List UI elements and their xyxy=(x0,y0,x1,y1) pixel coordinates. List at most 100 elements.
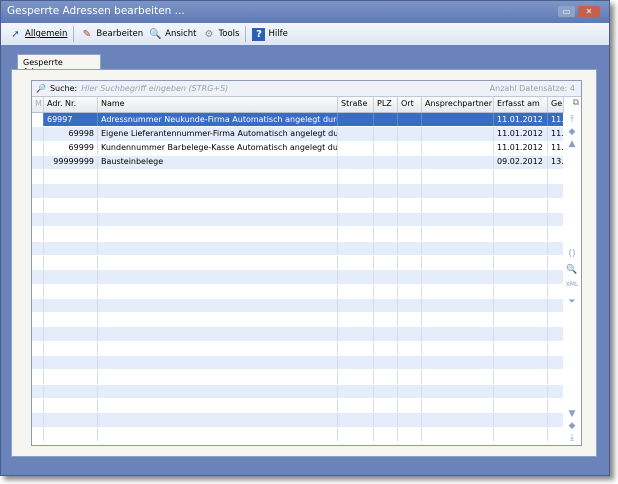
table-cell xyxy=(32,313,44,327)
table-cell xyxy=(44,341,98,356)
table-cell xyxy=(422,213,494,227)
table-row[interactable] xyxy=(32,227,564,242)
table-cell: 69997 xyxy=(44,113,98,127)
table-cell xyxy=(338,384,374,398)
table-cell xyxy=(548,356,564,370)
table-cell xyxy=(98,270,338,284)
table-cell xyxy=(494,213,548,227)
column-header[interactable]: Name xyxy=(98,97,338,112)
restore-button[interactable]: ▭ xyxy=(558,6,575,17)
column-header[interactable]: Erfasst am xyxy=(494,97,548,112)
arrow-icon: ➚ xyxy=(11,28,20,40)
tab-gesperrte-adressen[interactable]: Gesperrte Adressen xyxy=(17,54,101,76)
table-row[interactable] xyxy=(32,170,564,185)
separator xyxy=(73,26,75,42)
label: Allgemein xyxy=(25,29,68,39)
table-row[interactable]: 69998 Eigene Lieferantennummer-Firma Auto… xyxy=(32,127,564,142)
table-row[interactable] xyxy=(32,327,564,342)
table-cell xyxy=(548,384,564,398)
prev-record-icon[interactable]: ▲ xyxy=(568,139,576,149)
xml-icon[interactable]: XML xyxy=(565,281,579,288)
menu-tools[interactable]: ⚙ Tools xyxy=(203,28,240,41)
table-cell xyxy=(548,198,564,213)
column-header[interactable]: Straße xyxy=(338,97,374,112)
table-row[interactable] xyxy=(32,255,564,271)
table-cell xyxy=(98,356,338,370)
table-cell xyxy=(494,327,548,341)
prev-page-icon[interactable]: ◆ xyxy=(568,127,576,137)
table-cell xyxy=(98,227,338,241)
table-cell xyxy=(422,270,494,284)
table-row[interactable] xyxy=(32,384,564,399)
column-header[interactable]: Ansprechpartner xyxy=(422,97,494,112)
last-record-icon[interactable]: ⤓ xyxy=(570,433,574,443)
table-cell xyxy=(32,170,44,184)
table-row[interactable] xyxy=(32,241,564,256)
table-row[interactable] xyxy=(32,213,564,228)
table-cell xyxy=(32,298,44,313)
table-cell xyxy=(494,398,548,413)
table-cell xyxy=(494,241,548,255)
table-cell: Eigene Lieferantennummer-Firma Automatis… xyxy=(98,127,338,141)
table-row[interactable] xyxy=(32,356,564,371)
table-cell xyxy=(548,213,564,227)
table-row[interactable] xyxy=(32,270,564,285)
table-cell xyxy=(398,155,422,170)
column-header[interactable]: M xyxy=(32,97,44,112)
table-cell xyxy=(338,341,374,356)
column-chooser-icon[interactable]: ⧉ xyxy=(572,98,579,108)
table-cell xyxy=(398,341,422,356)
menu-ansicht[interactable]: 🔍 Ansicht xyxy=(149,28,196,41)
table-row[interactable] xyxy=(32,184,564,199)
column-header[interactable]: Ge xyxy=(548,97,564,112)
table-row[interactable] xyxy=(32,427,564,442)
first-record-icon[interactable]: ⤒ xyxy=(570,115,574,125)
table-cell xyxy=(398,327,422,341)
table-row[interactable]: 69997 Adressnummer Neukunde-Firma Automat… xyxy=(32,113,564,128)
table-row[interactable]: 69999 Kundennummer Barbelege-Kasse Automa… xyxy=(32,141,564,156)
menu-bearbeiten[interactable]: ✎ Bearbeiten xyxy=(80,28,143,41)
table-cell xyxy=(422,227,494,241)
table-cell xyxy=(98,170,338,184)
table-row[interactable] xyxy=(32,341,564,357)
search-icon[interactable]: 🔍 xyxy=(566,265,578,275)
table-row[interactable] xyxy=(32,413,564,428)
next-page-icon[interactable]: ◆ xyxy=(568,421,576,431)
table-cell xyxy=(398,313,422,327)
table-row[interactable] xyxy=(32,298,564,314)
table-cell xyxy=(548,341,564,356)
table-cell xyxy=(398,184,422,198)
table-cell xyxy=(32,427,44,441)
menu-hilfe[interactable]: ? Hilfe xyxy=(252,27,288,41)
search-input[interactable]: Hier Suchbegriff eingeben (STRG+S) xyxy=(81,84,229,93)
table-cell xyxy=(32,141,44,155)
table-cell xyxy=(338,413,374,427)
table-cell xyxy=(44,413,98,427)
column-header[interactable]: Ort xyxy=(398,97,422,112)
table-row[interactable] xyxy=(32,398,564,414)
table-row[interactable] xyxy=(32,370,564,385)
table-cell xyxy=(338,327,374,341)
table-cell xyxy=(98,241,338,255)
menu-allgemein[interactable]: ➚ Allgemein xyxy=(9,28,67,41)
filter-icon[interactable]: ⏷ xyxy=(568,297,576,307)
table-cell xyxy=(32,127,44,141)
table-cell xyxy=(398,170,422,184)
table-row[interactable] xyxy=(32,198,564,214)
table-row[interactable] xyxy=(32,313,564,328)
table-cell xyxy=(98,298,338,313)
next-record-icon[interactable]: ▼ xyxy=(568,409,576,419)
column-header[interactable]: PLZ xyxy=(374,97,398,112)
table-cell xyxy=(44,198,98,213)
table-cell xyxy=(494,184,548,198)
brackets-icon[interactable]: () xyxy=(568,249,576,259)
table-cell xyxy=(398,370,422,384)
table-cell xyxy=(374,184,398,198)
table-cell xyxy=(98,198,338,213)
table-cell xyxy=(338,227,374,241)
table-row[interactable] xyxy=(32,284,564,299)
table-row[interactable]: 99999999 Bausteinbelege 09.02.2012 13. xyxy=(32,155,564,171)
table-cell xyxy=(398,113,422,127)
column-header[interactable]: Adr. Nr. xyxy=(44,97,98,112)
close-button[interactable]: ✕ xyxy=(578,6,600,17)
